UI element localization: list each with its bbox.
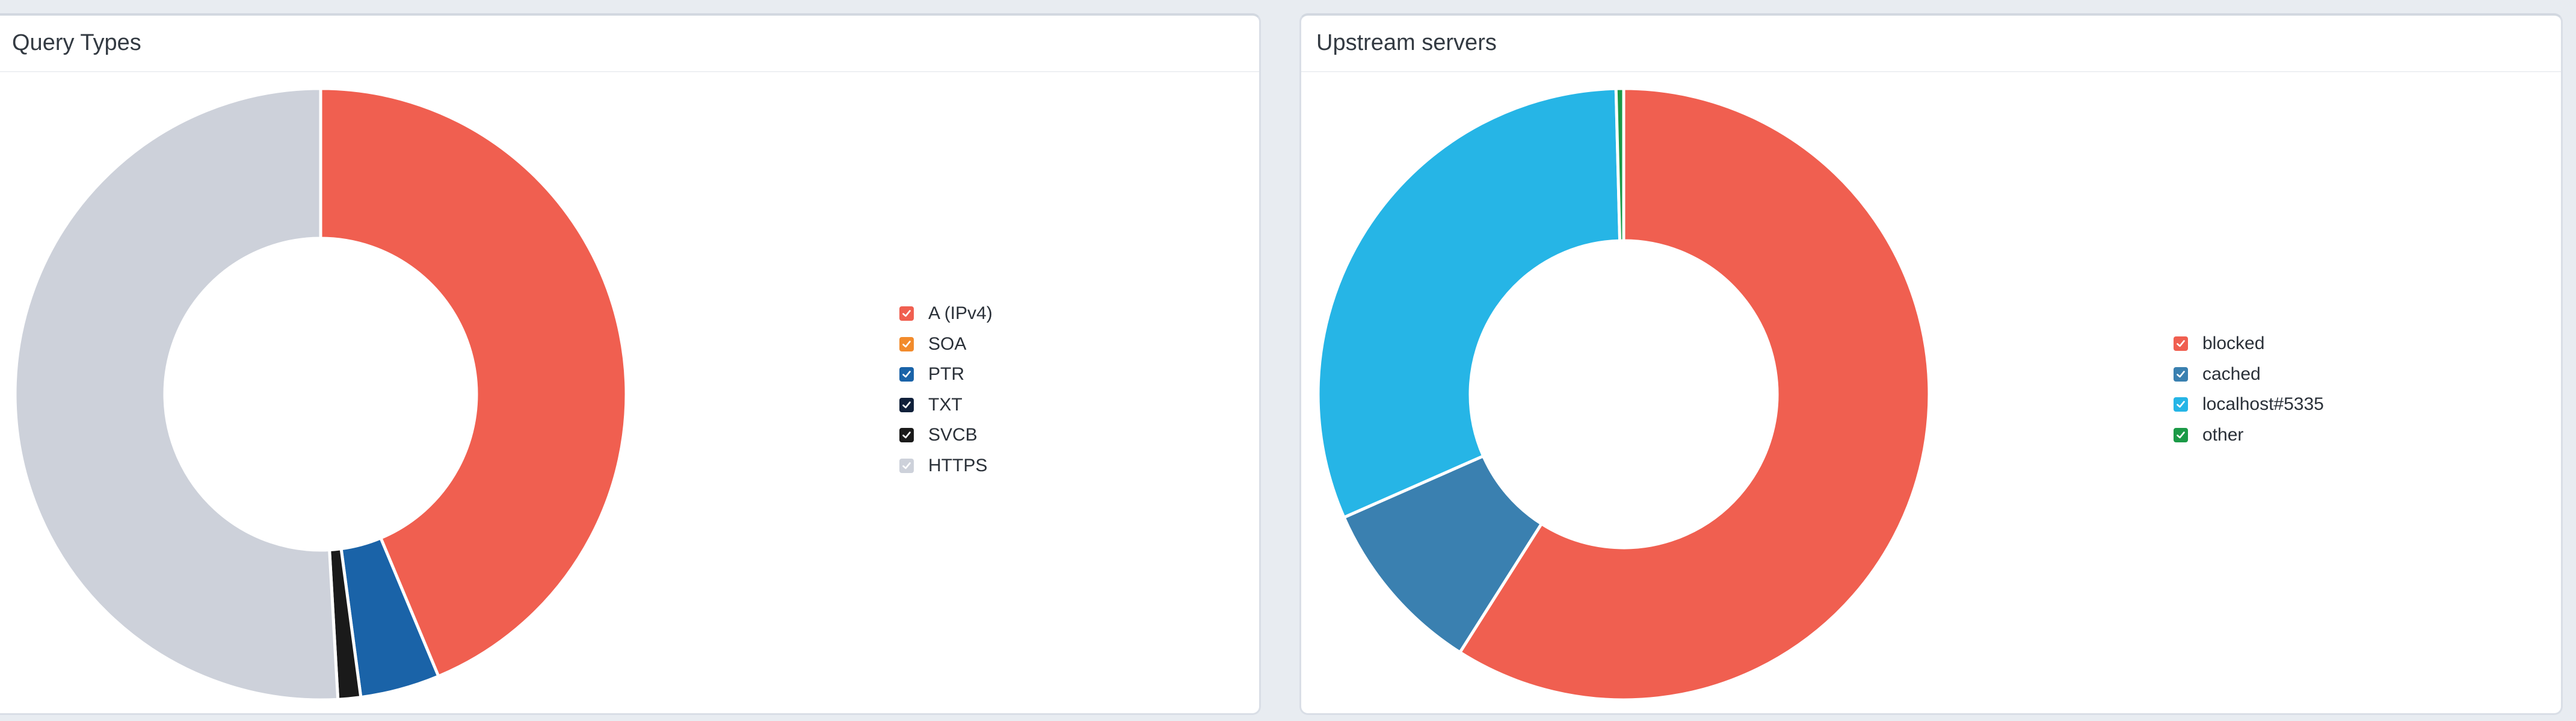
checkbox-icon[interactable] [899,367,914,382]
legend-item-a-ipv4[interactable]: A (IPv4) [899,299,993,329]
slice-blocked[interactable] [1458,87,1931,702]
legend-item-txt[interactable]: TXT [899,390,993,421]
checkbox-icon[interactable] [2174,397,2188,412]
panel-title: Query Types [12,30,141,55]
slice-a-ipv4[interactable] [319,87,628,678]
query-types-legend: A (IPv4) SOA PTR TXT SVCB HTTPS [899,299,993,481]
legend-label: SOA [928,333,967,354]
legend-label: HTTPS [928,455,988,475]
checkbox-icon[interactable] [2174,336,2188,351]
legend-label: localhost#5335 [2202,394,2324,415]
legend-item-cached[interactable]: cached [2174,359,2324,390]
panel-header: Query Types [0,16,1259,72]
upstream-servers-panel: Upstream servers blocked cached localhost#… [1299,13,2563,715]
checkbox-icon[interactable] [2174,427,2188,442]
upstream-servers-donut-chart [1316,87,1931,702]
checkbox-icon[interactable] [899,336,914,351]
upstream-servers-legend: blocked cached localhost#5335 other [2174,329,2324,450]
checkbox-icon[interactable] [2174,367,2188,382]
legend-item-https[interactable]: HTTPS [899,451,993,481]
slice-other[interactable] [1614,87,1625,243]
legend-label: other [2202,424,2244,445]
legend-item-blocked[interactable]: blocked [2174,329,2324,359]
legend-label: SVCB [928,425,978,445]
checkbox-icon[interactable] [899,458,914,473]
legend-item-other[interactable]: other [2174,420,2324,451]
checkbox-icon[interactable] [899,428,914,443]
panel-header: Upstream servers [1301,16,2561,72]
legend-item-soa[interactable]: SOA [899,329,993,360]
legend-label: A (IPv4) [928,303,993,324]
legend-label: blocked [2202,333,2265,354]
query-types-panel: Query Types A (IPv4) SOA PTR TXT SVCB HTTPS [0,13,1261,715]
legend-label: PTR [928,364,964,385]
query-types-donut-chart [13,87,628,702]
legend-item-ptr[interactable]: PTR [899,359,993,390]
checkbox-icon[interactable] [899,306,914,321]
slice-localhost-5335[interactable] [1316,87,1622,519]
legend-label: cached [2202,364,2261,384]
legend-label: TXT [928,394,963,415]
legend-item-localhost-5335[interactable]: localhost#5335 [2174,389,2324,420]
slice-https[interactable] [13,87,340,702]
checkbox-icon[interactable] [899,397,914,412]
legend-item-svcb[interactable]: SVCB [899,420,993,451]
panel-title: Upstream servers [1316,30,1497,55]
